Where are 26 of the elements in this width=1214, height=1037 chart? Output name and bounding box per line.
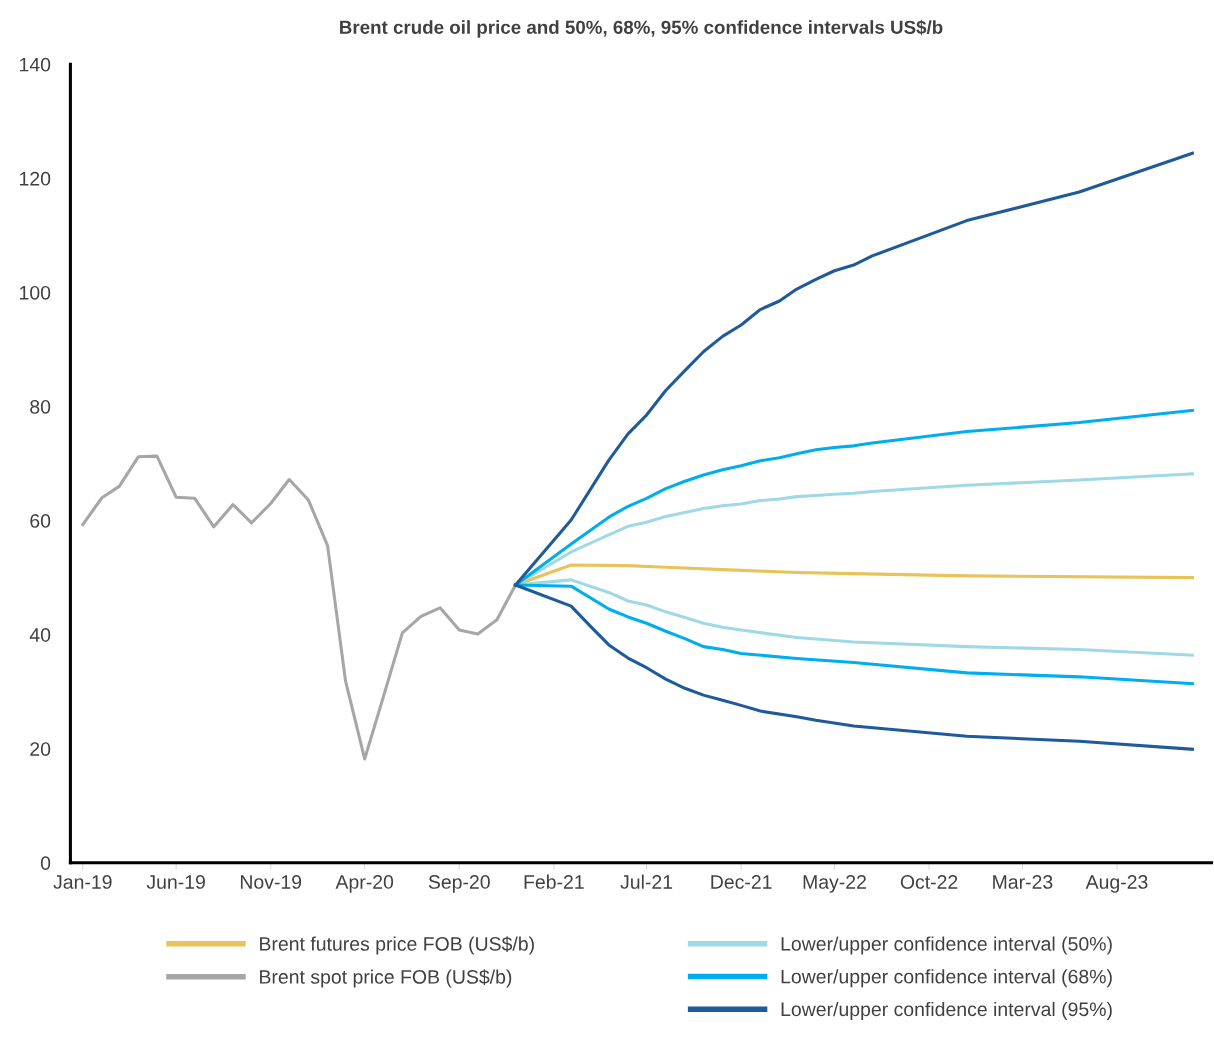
y-tick-label: 140 xyxy=(20,57,51,72)
y-tick-label: 120 xyxy=(20,171,51,186)
y-tick-label: 40 xyxy=(29,628,51,642)
y-tick-label: 20 xyxy=(30,742,51,756)
x-tick-label: Nov-19 xyxy=(240,875,302,889)
y-tick-label: 0 xyxy=(40,856,51,871)
x-tick-label: Aug-23 xyxy=(1085,875,1148,893)
x-tick-label: Oct-22 xyxy=(900,875,958,889)
y-tick-label: 100 xyxy=(20,285,51,300)
legend-label: Brent futures price FOB (US$/b) xyxy=(260,936,534,955)
x-tick-label: Sep-20 xyxy=(428,875,490,893)
x-tick-label: Jan-19 xyxy=(53,875,112,889)
x-tick-label: Dec-21 xyxy=(711,875,772,889)
x-tick-label: Mar-23 xyxy=(993,875,1053,889)
legend-label: Brent spot price FOB (US$/b) xyxy=(260,969,512,988)
legend-label: Lower/upper confidence interval (50%) xyxy=(781,936,1112,955)
x-tick-label: May-22 xyxy=(803,875,866,893)
y-tick-label: 80 xyxy=(30,399,51,414)
legend-label: Lower/upper confidence interval (95%) xyxy=(781,1001,1112,1021)
x-tick-label: Jul-21 xyxy=(620,874,673,889)
x-tick-label: Jun-19 xyxy=(146,875,205,889)
x-tick-label: Apr-20 xyxy=(335,875,394,893)
x-tick-label: Feb-21 xyxy=(524,874,584,889)
chart-title: Brent crude oil price and 50%, 68%, 95% confidence intervals US$/b xyxy=(340,19,943,38)
legend-label: Lower/upper confidence interval (68%) xyxy=(781,969,1112,988)
y-tick-label: 60 xyxy=(30,514,51,528)
